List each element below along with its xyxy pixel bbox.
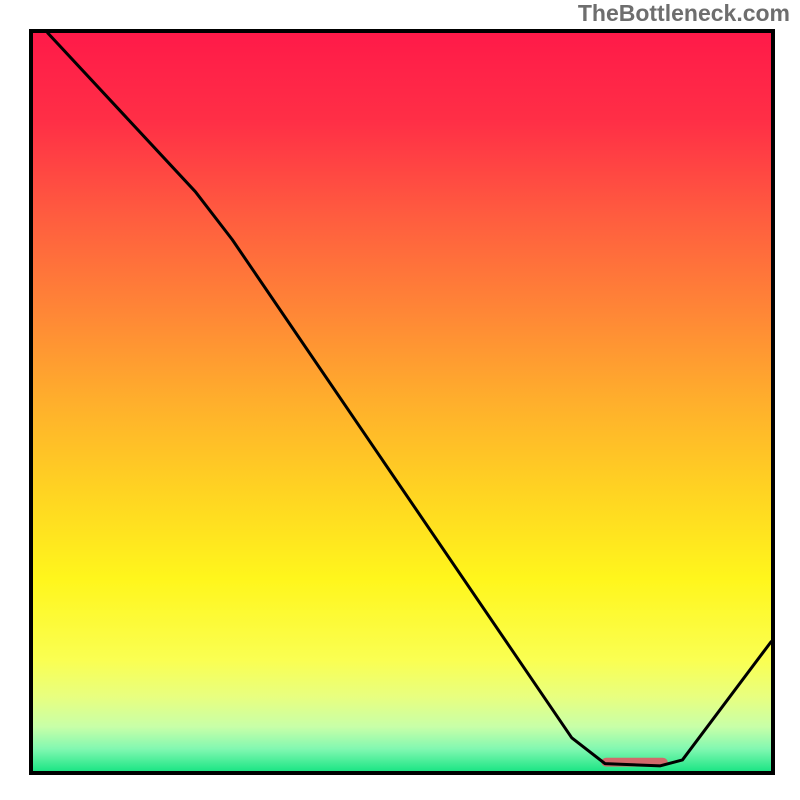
chart-container: TheBottleneck.com (0, 0, 800, 800)
attribution-text: TheBottleneck.com (578, 0, 790, 27)
gradient-background (33, 33, 771, 771)
bottleneck-chart (0, 0, 800, 800)
